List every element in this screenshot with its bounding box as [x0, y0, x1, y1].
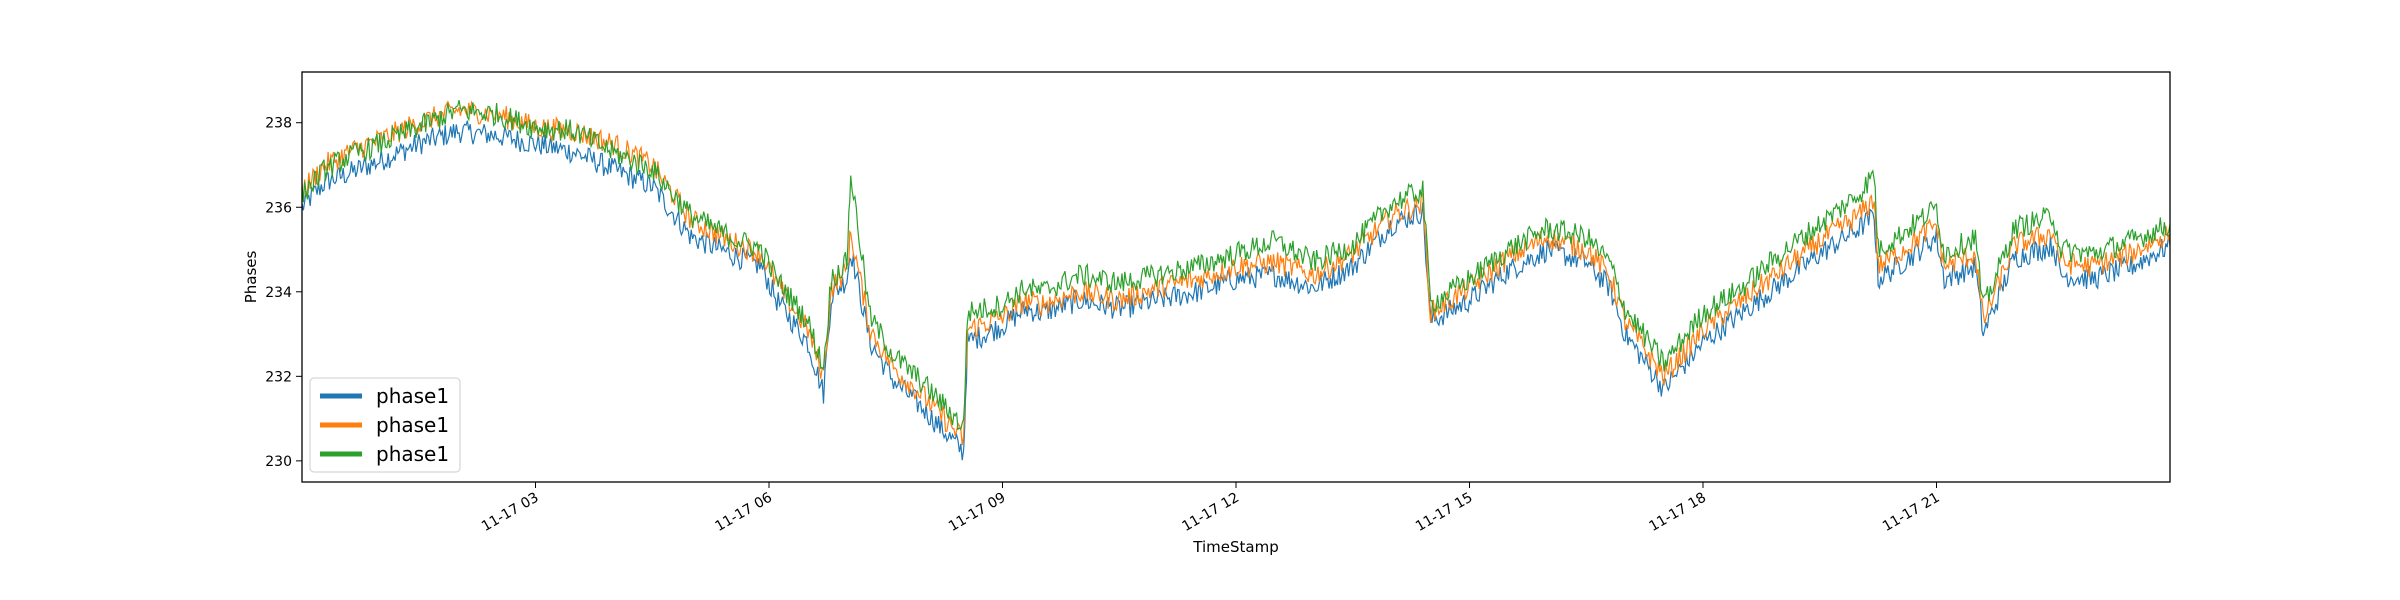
legend-label-2: phase1 [376, 413, 449, 437]
x-tick-label: 11-17 18 [1646, 490, 1709, 535]
x-tick-label: 11-17 15 [1413, 490, 1476, 535]
series-lines [302, 100, 2170, 461]
y-tick-label: 236 [265, 200, 292, 216]
x-tick-label: 11-17 21 [1880, 490, 1943, 535]
x-axis: 11-17 03 11-17 06 11-17 09 11-17 12 11-17 15… [479, 482, 1943, 535]
y-axis: 230 232 234 236 238 [265, 116, 302, 470]
x-tick-label: 11-17 09 [946, 490, 1009, 535]
series-line-1 [302, 120, 2170, 461]
y-tick-label: 232 [265, 369, 292, 385]
legend-box [309, 377, 461, 473]
series-line-3 [302, 100, 2170, 431]
legend-label-3: phase1 [376, 442, 449, 466]
y-tick-label: 238 [265, 116, 292, 132]
legend-label-1: phase1 [376, 384, 449, 408]
x-tick-label: 11-17 12 [1179, 490, 1242, 535]
y-axis-label: Phases [242, 251, 260, 304]
legend: phase1 phase1 phase1 [309, 377, 461, 473]
x-tick-label: 11-17 03 [479, 490, 542, 535]
series-line-2 [302, 100, 2170, 446]
y-tick-label: 230 [265, 454, 292, 470]
y-tick-label: 234 [265, 285, 292, 301]
x-tick-label: 11-17 06 [712, 490, 775, 535]
x-axis-label: TimeStamp [1192, 538, 1278, 556]
